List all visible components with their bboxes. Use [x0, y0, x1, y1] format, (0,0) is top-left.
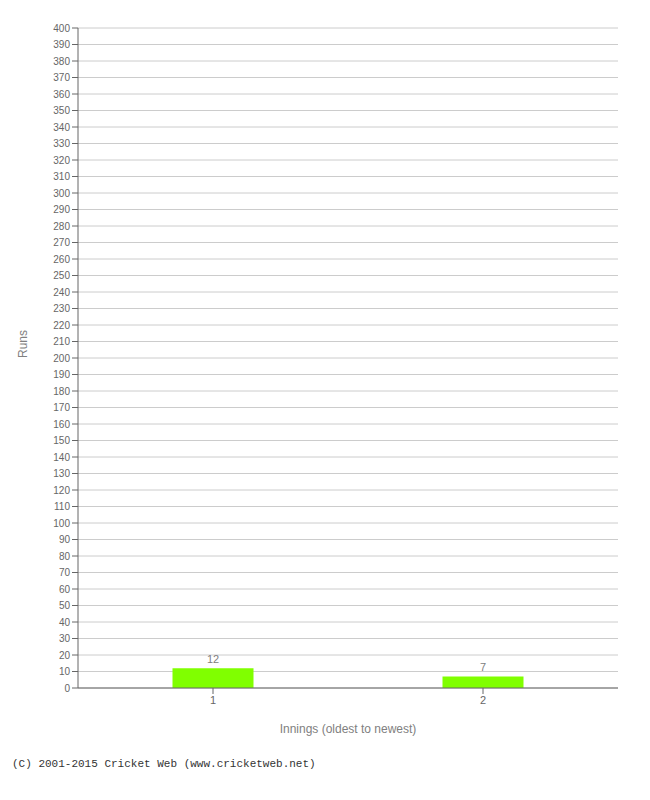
svg-text:160: 160 [53, 419, 70, 430]
svg-text:350: 350 [53, 105, 70, 116]
svg-text:30: 30 [59, 633, 71, 644]
html-text:(C) 2001-2015 Cricket Web (www: (C) 2001-2015 Cricket Web (www.cricketwe… [12, 758, 316, 770]
svg-text:300: 300 [53, 188, 70, 199]
svg-text:200: 200 [53, 353, 70, 364]
svg-text:250: 250 [53, 270, 70, 281]
svg-text:40: 40 [59, 617, 71, 628]
svg-text:170: 170 [53, 402, 70, 413]
svg-text:210: 210 [53, 336, 70, 347]
svg-text:60: 60 [59, 584, 71, 595]
svg-text:260: 260 [53, 254, 70, 265]
svg-text:12: 12 [207, 653, 219, 665]
svg-text:230: 230 [53, 303, 70, 314]
svg-text:Runs: Runs [16, 330, 30, 358]
svg-text:360: 360 [53, 89, 70, 100]
svg-text:240: 240 [53, 287, 70, 298]
svg-text:80: 80 [59, 551, 71, 562]
svg-text:100: 100 [53, 518, 70, 529]
svg-text:330: 330 [53, 138, 70, 149]
svg-text:2: 2 [480, 694, 486, 706]
svg-text:Innings (oldest to newest): Innings (oldest to newest) [280, 722, 417, 736]
svg-text:10: 10 [59, 666, 71, 677]
svg-text:340: 340 [53, 122, 70, 133]
svg-text:280: 280 [53, 221, 70, 232]
svg-text:290: 290 [53, 204, 70, 215]
svg-text:20: 20 [59, 650, 71, 661]
svg-text:390: 390 [53, 39, 70, 50]
svg-text:90: 90 [59, 534, 71, 545]
svg-text:190: 190 [53, 369, 70, 380]
svg-text:400: 400 [53, 23, 70, 34]
svg-text:380: 380 [53, 56, 70, 67]
svg-text:310: 310 [53, 171, 70, 182]
svg-text:130: 130 [53, 468, 70, 479]
svg-text:180: 180 [53, 386, 70, 397]
svg-text:50: 50 [59, 600, 71, 611]
svg-text:7: 7 [480, 661, 486, 673]
svg-text:220: 220 [53, 320, 70, 331]
svg-text:120: 120 [53, 485, 70, 496]
svg-text:70: 70 [59, 567, 71, 578]
svg-text:140: 140 [53, 452, 70, 463]
svg-text:0: 0 [64, 683, 70, 694]
svg-text:1: 1 [210, 694, 216, 706]
svg-text:150: 150 [53, 435, 70, 446]
svg-text:320: 320 [53, 155, 70, 166]
svg-text:370: 370 [53, 72, 70, 83]
svg-text:110: 110 [54, 501, 70, 512]
svg-text:270: 270 [53, 237, 70, 248]
